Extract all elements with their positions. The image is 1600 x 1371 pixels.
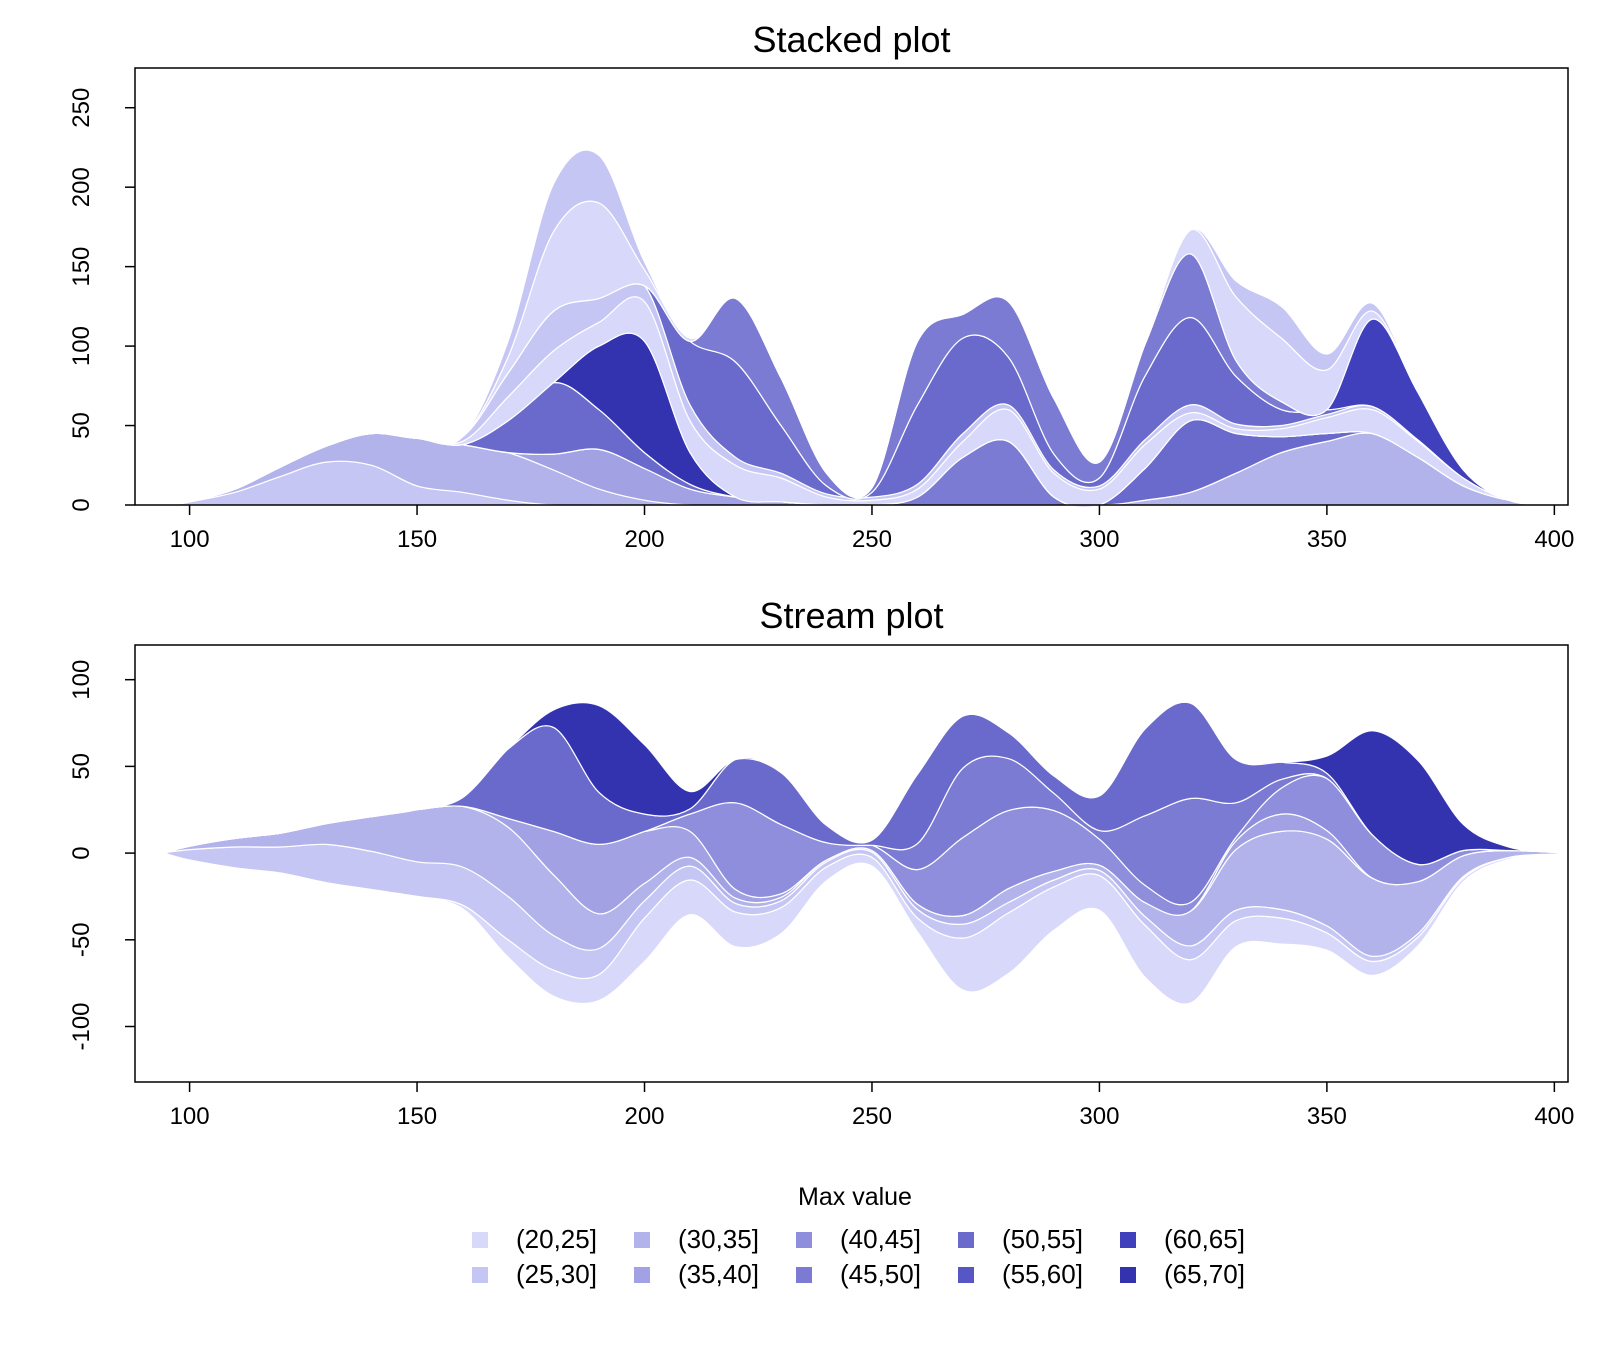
x-axis: 100 150 200 250 300 350 400 [170,1082,1574,1130]
legend-swatch [1120,1267,1136,1283]
legend-item-35-40: (35,40] [634,1259,759,1289]
x-tick-label: 300 [1079,526,1119,553]
legend-item-50-55: (50,55] [958,1224,1083,1254]
y-tick-label: 50 [68,412,95,439]
y-tick-label: 150 [68,247,95,287]
x-tick-label: 200 [624,526,664,553]
legend-swatch [958,1267,974,1283]
legend-swatch [796,1232,812,1248]
legend-swatch [634,1232,650,1248]
legend-label: (55,60] [1002,1259,1083,1289]
area-layers [166,701,1569,1005]
legend-label: (65,70] [1164,1259,1245,1289]
legend-label: (50,55] [1002,1224,1083,1254]
legend-label: (60,65] [1164,1224,1245,1254]
legend-item-60-65: (60,65] [1120,1224,1245,1254]
x-tick-label: 250 [852,526,892,553]
chart-panel-2: Stream plot 100 150 200 250 300 350 400 -100 -50 0… [68,595,1574,1130]
legend-label: (35,40] [678,1259,759,1289]
y-tick-label: 50 [68,753,95,780]
legend-title: Max value [798,1183,912,1211]
x-tick-label: 150 [397,526,437,553]
legend-item-25-30: (25,30] [472,1259,597,1289]
x-tick-label: 350 [1307,526,1347,553]
legend-label: (25,30] [516,1259,597,1289]
y-tick-label: 0 [68,498,95,511]
x-tick-label: 400 [1534,1103,1574,1130]
x-tick-label: 100 [170,1103,210,1130]
legend-label: (30,35] [678,1224,759,1254]
legend-swatch [472,1267,488,1283]
legend-label: (40,45] [840,1224,921,1254]
x-tick-label: 250 [852,1103,892,1130]
legend-item-20-25: (20,25] [472,1224,597,1254]
legend-swatch [796,1267,812,1283]
y-axis: 0 50 100 150 200 250 [68,88,135,512]
y-tick-label: 100 [68,326,95,366]
y-tick-label: 0 [68,846,95,859]
chart-title: Stacked plot [752,19,950,60]
x-tick-label: 350 [1307,1103,1347,1130]
legend-item-40-45: (40,45] [796,1224,921,1254]
x-tick-label: 100 [170,526,210,553]
y-tick-label: 100 [68,660,95,700]
legend-item-55-60: (55,60] [958,1259,1083,1289]
legend-label: (45,50] [840,1259,921,1289]
legend-swatch [958,1232,974,1248]
y-axis: -100 -50 0 50 100 [68,660,135,1051]
y-tick-label: -100 [68,1002,95,1050]
area-layers [166,149,1555,508]
plot-frame [134,644,1569,1083]
x-tick-label: 300 [1079,1103,1119,1130]
x-tick-label: 200 [624,1103,664,1130]
legend-item-30-35: (30,35] [634,1224,759,1254]
plot-frame [134,67,1569,506]
legend-swatch [1120,1232,1136,1248]
legend-swatch [472,1232,488,1248]
x-tick-label: 400 [1534,526,1574,553]
legend-item-45-50: (45,50] [796,1259,921,1289]
y-tick-label: -50 [68,922,95,957]
x-axis: 100 150 200 250 300 350 400 [170,505,1574,553]
legend: Max value (20,25] (25,30] (30,35] (35,40] (4… [472,1183,1245,1289]
y-tick-label: 200 [68,167,95,207]
y-tick-label: 250 [68,88,95,128]
legend-swatch [634,1267,650,1283]
chart-title: Stream plot [759,595,943,636]
legend-item-65-70: (65,70] [1120,1259,1245,1289]
x-tick-label: 150 [397,1103,437,1130]
legend-label: (20,25] [516,1224,597,1254]
